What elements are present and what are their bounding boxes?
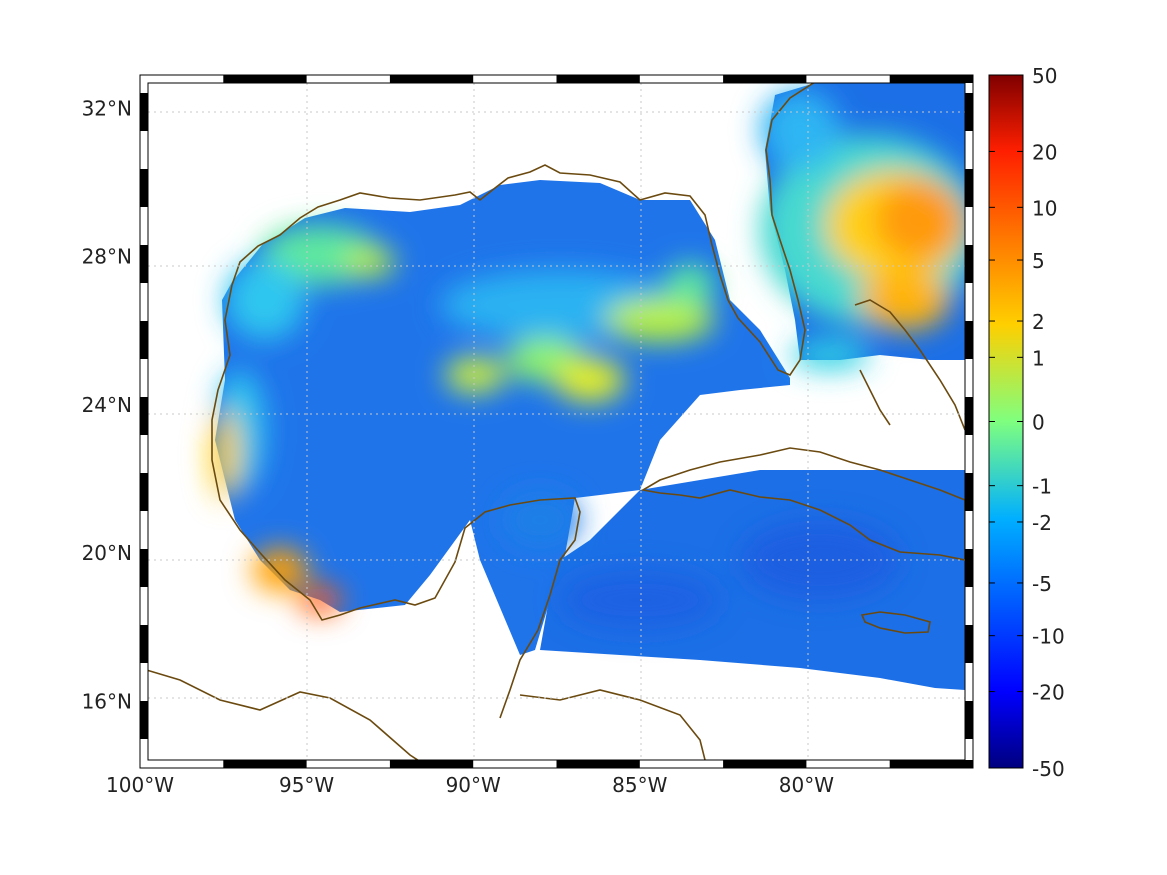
colorbar-tick-label: -10 xyxy=(1032,625,1065,649)
colorbar-tick-label: -5 xyxy=(1032,572,1052,596)
frame-block-bottom xyxy=(723,760,807,768)
frame-block-right xyxy=(965,701,973,739)
x-tick-label: 85°W xyxy=(612,773,667,797)
frame-block-bottom xyxy=(556,760,640,768)
y-tick-label: 16°N xyxy=(82,689,132,713)
y-tick-label: 20°N xyxy=(82,541,132,565)
us-gulf-coast xyxy=(231,83,815,376)
central-america-coast xyxy=(148,669,420,760)
x-tick-label: 100°W xyxy=(106,773,174,797)
colorbar-tick-label: -2 xyxy=(1032,511,1052,535)
frame-block-bottom xyxy=(889,760,973,768)
honduras-coast xyxy=(519,689,706,760)
graticule xyxy=(148,83,965,760)
colorbar-tick-label: 10 xyxy=(1032,196,1057,220)
colorbar-tick-label: 1 xyxy=(1032,346,1045,370)
x-tick-label: 90°W xyxy=(446,773,501,797)
y-tick-label: 24°N xyxy=(82,393,132,417)
frame-block-top xyxy=(723,75,807,83)
inner-frame xyxy=(147,82,966,761)
frame-block-right xyxy=(965,169,973,207)
frame-block-left xyxy=(140,549,148,587)
y-tick-label: 28°N xyxy=(82,245,132,269)
colorbar-tick-label: 0 xyxy=(1032,411,1045,435)
frame-block-right xyxy=(965,473,973,511)
frame-block-bottom xyxy=(389,760,474,768)
frame-block-right xyxy=(965,549,973,587)
frame-block-left xyxy=(140,93,148,131)
frame-block-right xyxy=(965,245,973,283)
frame-block-left xyxy=(140,397,148,435)
frame-block-left xyxy=(140,701,148,739)
x-axis-labels: 100°W 95°W 90°W 85°W 80°W xyxy=(106,773,834,797)
colorbar-tick-label: 5 xyxy=(1032,249,1045,273)
x-tick-label: 95°W xyxy=(279,773,334,797)
coastlines xyxy=(148,83,965,760)
frame-block-top xyxy=(889,75,973,83)
frame-block-left xyxy=(140,169,148,207)
colorbar-tick-label: -50 xyxy=(1032,757,1065,781)
colorbar-tick-label: 20 xyxy=(1032,140,1057,164)
map-area xyxy=(139,74,974,769)
map-frame-border xyxy=(140,75,973,768)
frame-block-left xyxy=(140,625,148,663)
frame-block-top xyxy=(389,75,474,83)
frame-block-right xyxy=(965,625,973,663)
frame-block-right xyxy=(965,397,973,435)
mexico-gulf-coast xyxy=(211,284,581,719)
frame-block-right xyxy=(965,321,973,359)
cuba-coast xyxy=(640,447,965,561)
colorbar-tick-label: 50 xyxy=(1032,64,1057,88)
colorbar-tick-label: -20 xyxy=(1032,681,1065,705)
x-tick-label: 80°W xyxy=(779,773,834,797)
jamaica-coast xyxy=(860,611,931,634)
y-tick-label: 32°N xyxy=(82,96,132,120)
bahamas-coast xyxy=(854,299,965,431)
frame-block-left xyxy=(140,321,148,359)
frame-block-left xyxy=(140,245,148,283)
frame-block-top xyxy=(556,75,640,83)
frame-block-left xyxy=(140,473,148,511)
data-field xyxy=(211,83,965,690)
frame-block-bottom xyxy=(223,760,307,768)
anomaly-blobs xyxy=(211,90,965,630)
frame-block-right xyxy=(965,93,973,131)
y-axis-labels: 32°N 28°N 24°N 20°N 16°N xyxy=(82,96,132,713)
colorbar-tick-label: -1 xyxy=(1032,475,1052,499)
frame-block-top xyxy=(223,75,307,83)
colorbar-tick-label: 2 xyxy=(1032,310,1045,334)
